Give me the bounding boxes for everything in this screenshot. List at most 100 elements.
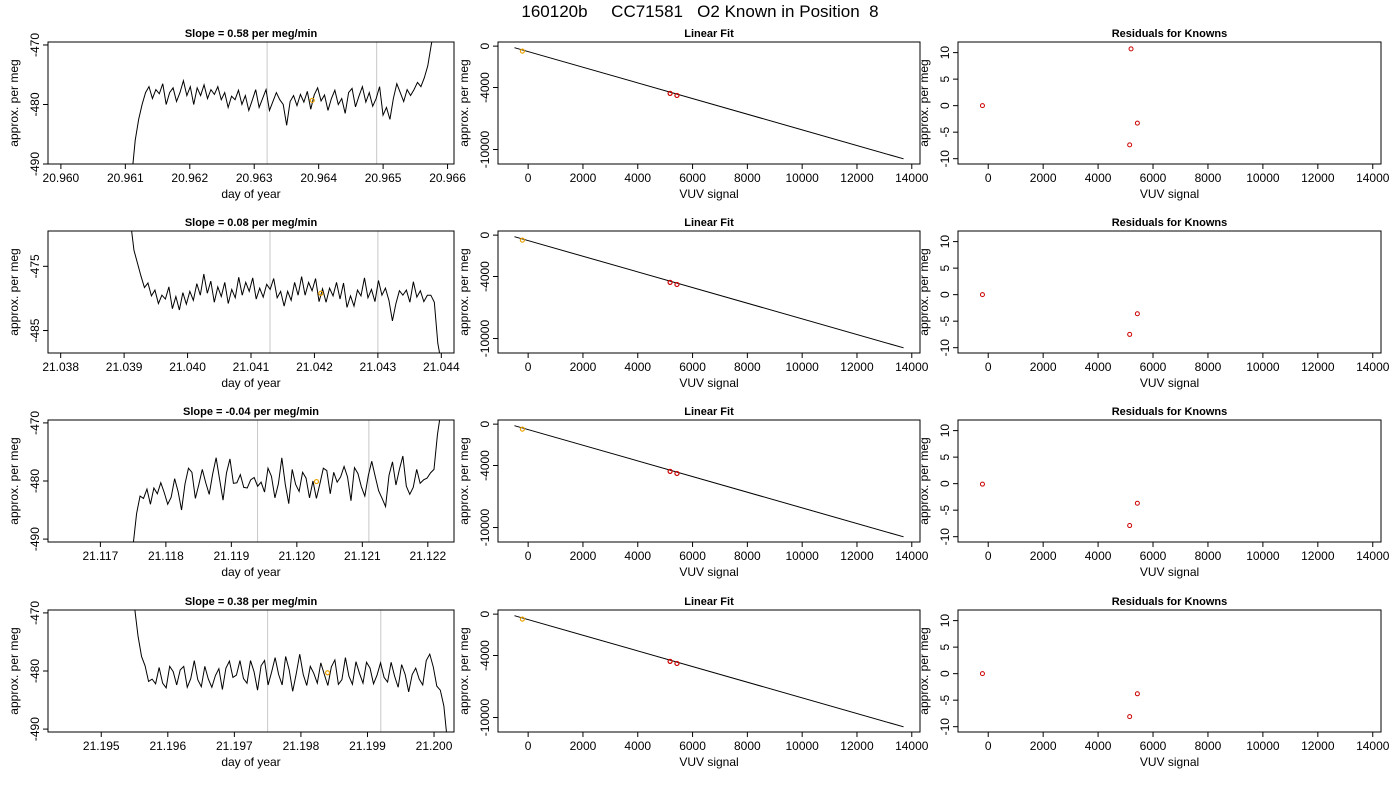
chart-panel-fit-1: Linear Fit 0 2000 4000 6000 8000 10000 12000 140… [457,217,929,390]
plot-area [131,231,441,353]
plot-area [514,236,904,349]
y-tick-label: 5 [938,643,952,650]
fit-line [514,425,904,538]
series-line [131,231,441,353]
y-tick-label: -4000 [478,450,492,481]
x-tick-label: 21.117 [82,549,118,563]
chart-title: Residuals for Knowns [1112,596,1228,608]
x-tick-label: 2000 [1030,171,1057,185]
chart-panel-time-3: Slope = 0.38 per meg/min 21.195 21.196 21.1… [7,596,455,769]
x-tick-label: 10000 [1246,360,1280,374]
x-tick-label: 2000 [1030,549,1057,563]
x-tick-label: 4000 [1085,171,1112,185]
x-tick-label: 6000 [679,739,706,753]
chart-title: Linear Fit [684,596,734,608]
y-axis-label: approx. per meg [7,248,21,335]
y-tick-label: 10 [938,235,952,249]
y-tick-label: 10 [938,424,952,438]
chart-panel-fit-2: Linear Fit 0 2000 4000 6000 8000 10000 12000 140… [457,406,929,579]
x-tick-label: 8000 [1195,171,1222,185]
y-tick-label: -10000 [478,131,492,169]
x-axis-label: VUV signal [679,755,738,769]
x-tick-label: 10000 [785,549,819,563]
plot-frame [497,419,921,543]
x-tick-label: 21.040 [169,360,206,374]
fit-point [674,660,680,667]
x-tick-label: 2000 [570,171,597,185]
plot-frame [497,230,921,354]
x-tick-label: 14000 [1356,549,1390,563]
plot-frame [47,230,455,354]
residual-point [1127,142,1133,148]
y-tick-label: -10 [938,718,952,736]
x-tick-label: 21.196 [149,739,186,753]
y-tick-label: -5 [938,695,952,706]
x-tick-label: 0 [525,360,532,374]
x-axis-label: day of year [221,565,280,579]
y-tick-label: -4000 [478,640,492,671]
x-tick-label: 10000 [1246,739,1280,753]
x-tick-label: 6000 [1140,171,1167,185]
y-tick-label: -490 [28,527,42,551]
plot-area [132,420,441,542]
residual-point [1127,714,1133,720]
x-tick-label: 21.038 [42,360,79,374]
y-axis-label: approx. per meg [917,248,931,335]
chart-panel-time-0: Slope = 0.58 per meg/min 20.960 20.961 20.9… [7,28,466,201]
chart-title: Slope = 0.08 per meg/min [185,217,318,229]
x-tick-label: 6000 [679,549,706,563]
y-tick-label: -10 [938,150,952,168]
residual-point [1134,120,1140,126]
fit-point [667,279,673,285]
x-tick-label: 21.039 [106,360,143,374]
x-tick-label: 12000 [1301,549,1335,563]
plot-frame [47,609,455,733]
x-tick-label: 6000 [1140,739,1167,753]
y-tick-label: 0 [938,291,952,298]
residual-point [1127,523,1133,529]
x-tick-label: 6000 [1140,360,1167,374]
x-tick-label: 0 [985,360,992,374]
plot-area [134,610,447,732]
y-tick-label: -10 [938,339,952,357]
x-tick-label: 14000 [895,549,929,563]
x-tick-label: 0 [985,171,992,185]
x-tick-label: 10000 [785,171,819,185]
x-axis-label: VUV signal [679,187,738,201]
x-tick-label: 21.043 [360,360,397,374]
plot-frame [497,609,921,733]
x-axis-label: VUV signal [679,565,738,579]
y-tick-label: -480 [28,469,42,493]
x-tick-label: 21.118 [148,549,184,563]
y-axis-label: approx. per meg [917,59,931,146]
x-tick-label: 21.195 [83,739,120,753]
chart-title: Slope = 0.38 per meg/min [185,596,318,608]
y-tick-label: 0 [478,610,492,617]
residual-point [979,292,985,298]
x-axis-label: VUV signal [1140,376,1199,390]
chart-panel-fit-0: Linear Fit 0 2000 4000 6000 8000 10000 12000 140… [457,28,929,201]
y-tick-label: 0 [938,102,952,109]
fit-point [674,92,680,99]
chart-title: Residuals for Knowns [1112,406,1228,418]
y-tick-label: -5 [938,505,952,516]
series-line [134,610,447,732]
known-marker [324,670,331,676]
x-tick-label: 14000 [895,739,929,753]
y-axis-label: approx. per meg [7,437,21,524]
fit-point [667,90,673,96]
residual-point [1128,46,1134,52]
chart-title: Residuals for Knowns [1112,28,1228,40]
x-tick-label: 2000 [570,360,597,374]
x-tick-label: 2000 [1030,739,1057,753]
x-tick-label: 21.041 [233,360,270,374]
y-tick-label: -4000 [478,72,492,103]
plot-frame [47,419,455,543]
residual-point [979,103,985,109]
x-tick-label: 20.962 [171,171,208,185]
y-tick-label: -470 [28,601,42,625]
x-tick-label: 21.042 [296,360,333,374]
y-axis-label: approx. per meg [917,437,931,524]
